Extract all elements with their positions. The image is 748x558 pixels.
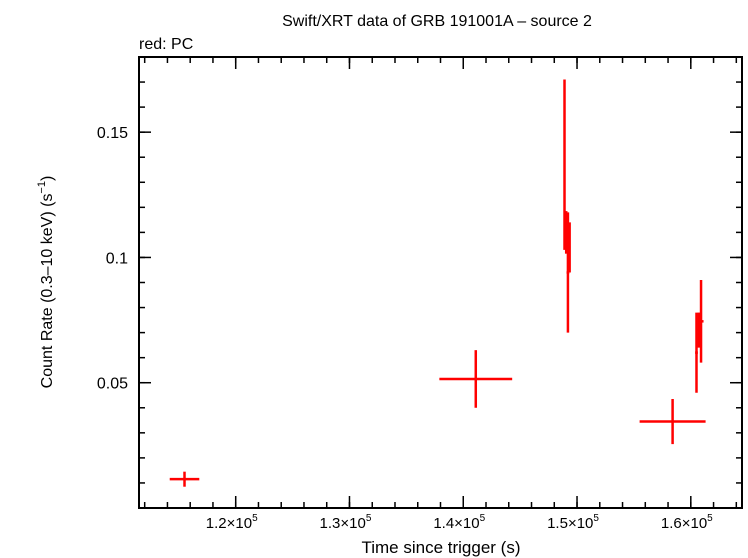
x-tick-label: 1.2×105 <box>206 513 258 532</box>
x-tick-label-exponent: 5 <box>252 513 258 524</box>
x-tick-label-mantissa: 1.6×10 <box>661 515 707 532</box>
y-axis-label-end: ) <box>39 176 56 181</box>
y-axis: 0.05 0.1 0.15 <box>97 81 742 484</box>
x-tick-label: 1.6×105 <box>661 513 713 532</box>
x-tick-label-exponent: 5 <box>593 513 599 524</box>
data-point <box>439 350 513 408</box>
x-axis: 1.2×105 1.3×105 1.4×105 1.5×105 1.6×105 <box>143 57 738 532</box>
y-axis-label-exponent: −1 <box>36 181 48 194</box>
data-point <box>639 399 706 445</box>
data-points <box>169 79 706 487</box>
x-axis-label: Time since trigger (s) <box>361 538 520 557</box>
y-tick-label: 0.1 <box>106 250 128 267</box>
data-point <box>695 312 698 393</box>
y-tick-label: 0.05 <box>97 376 128 393</box>
x-tick-label-exponent: 5 <box>480 513 486 524</box>
data-point <box>568 222 571 273</box>
plot-frame <box>138 56 743 509</box>
x-tick-label: 1.3×105 <box>320 513 372 532</box>
x-tick-label-exponent: 5 <box>366 513 372 524</box>
x-tick-label-mantissa: 1.4×10 <box>433 515 479 532</box>
plot-area <box>138 56 743 509</box>
x-tick-label-mantissa: 1.2×10 <box>206 515 252 532</box>
data-point <box>563 79 566 250</box>
x-tick-label-exponent: 5 <box>707 513 713 524</box>
chart-title: Swift/XRT data of GRB 191001A – source 2 <box>282 13 592 30</box>
data-point <box>169 471 200 487</box>
x-tick-label: 1.4×105 <box>433 513 485 532</box>
chart-subtitle: red: PC <box>139 36 193 53</box>
y-axis-label-main: Count Rate (0.3–10 keV) (s <box>39 194 56 389</box>
x-tick-label-mantissa: 1.5×10 <box>547 515 593 532</box>
data-point <box>698 279 704 363</box>
data-point <box>697 312 701 348</box>
y-axis-label: Count Rate (0.3–10 keV) (s−1) <box>36 176 56 389</box>
x-tick-label: 1.5×105 <box>547 513 599 532</box>
y-tick-label: 0.15 <box>97 125 128 142</box>
x-tick-label-mantissa: 1.3×10 <box>320 515 366 532</box>
